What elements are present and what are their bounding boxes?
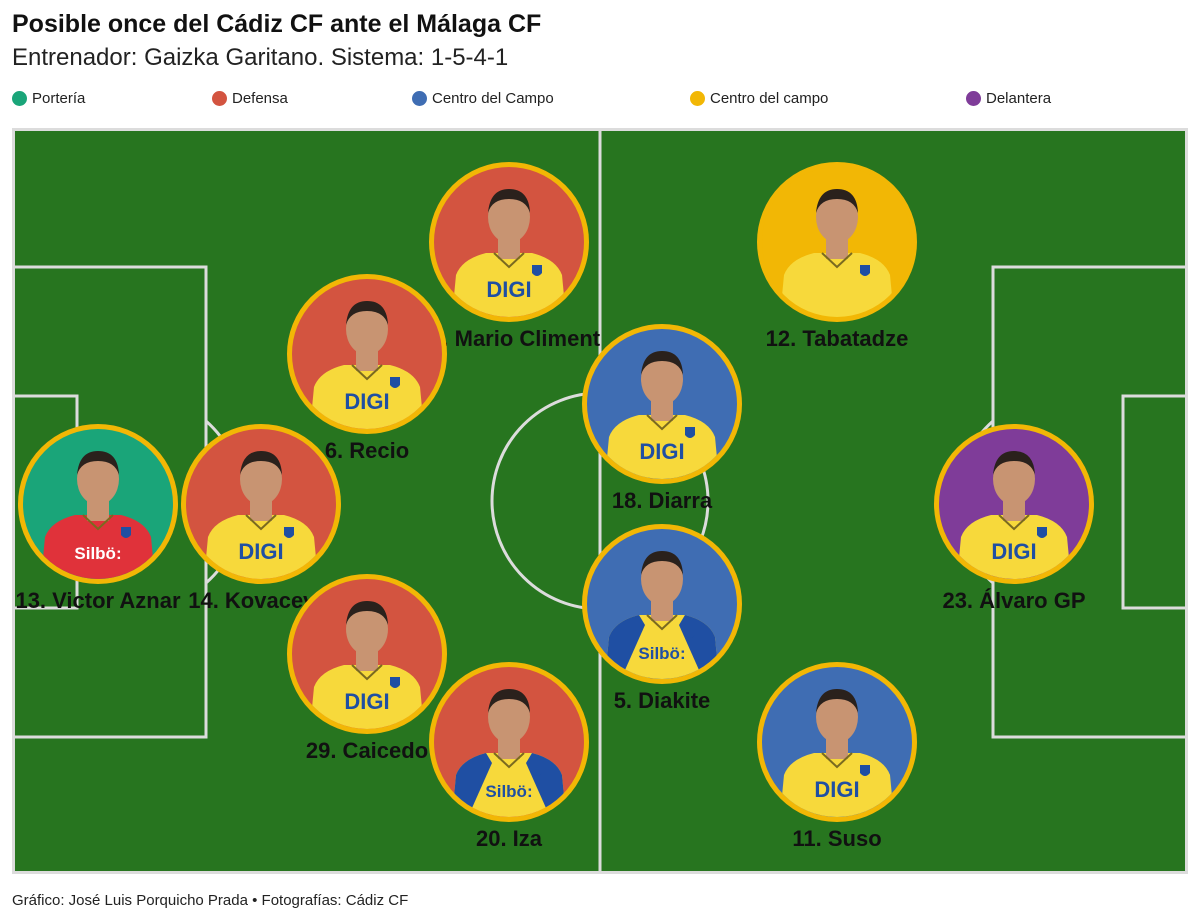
shirt-shape (780, 253, 894, 317)
player-name: 13. Victor Aznar (15, 588, 181, 613)
legend-item-delantera: Delantera (966, 90, 1051, 107)
footer-credit: Gráfico: José Luis Porquicho Prada • Fot… (12, 892, 409, 909)
player-avatar-icon: Silbö: (41, 451, 155, 579)
legend-item-centro-del-campo-2: Centro del campo (690, 90, 828, 107)
legend-item-defensa: Defensa (212, 90, 288, 107)
shirt-sponsor: Silbö: (485, 782, 532, 801)
player-name: 21. Mario Climent (417, 326, 601, 351)
player-name: 18. Diarra (611, 488, 713, 513)
player-avatar-icon: DIGI (310, 301, 424, 429)
player-photo (757, 162, 917, 322)
player-name: 23. Álvaro GP (942, 588, 1086, 613)
player-avatar-icon: DIGI (204, 451, 318, 579)
player-name: 11. Suso (792, 826, 882, 851)
player-avatar-icon: DIGI (957, 451, 1071, 579)
shirt-sponsor: DIGI (814, 777, 859, 802)
legend-item-porteria: Portería (12, 90, 85, 107)
player-name: 29. Caicedo (305, 738, 429, 763)
player-avatar-icon: Silbö: (605, 551, 719, 679)
legend-item-centro-del-campo: Centro del Campo (412, 90, 554, 107)
shirt-sponsor: DIGI (344, 689, 389, 714)
legend-label: Centro del Campo (432, 90, 554, 107)
player-photo: Silbö: (18, 424, 178, 584)
shirt-sponsor: DIGI (639, 439, 684, 464)
shirt-sponsor: DIGI (344, 389, 389, 414)
legend-dot-centro-del-campo (412, 91, 427, 106)
player-name: 12. Tabatadze (765, 326, 909, 351)
player-photo: Silbö: (582, 524, 742, 684)
player-avatar-icon: DIGI (780, 689, 894, 817)
legend-label: Defensa (232, 90, 288, 107)
legend: Portería Defensa Centro del Campo Centro… (12, 90, 1192, 112)
player-photo: DIGI (287, 574, 447, 734)
player-avatar-icon: Silbö: (452, 689, 566, 817)
legend-dot-delantera (966, 91, 981, 106)
football-pitch: DIGI 21. Mario Climent 12. Tabatadze DIG… (12, 128, 1188, 874)
player-photo: Silbö: (429, 662, 589, 822)
shirt-sponsor: Silbö: (638, 644, 685, 663)
legend-label: Portería (32, 90, 86, 107)
legend-label: Delantera (986, 90, 1052, 107)
shirt-sponsor: DIGI (486, 277, 531, 302)
legend-dot-porteria (12, 91, 27, 106)
legend-dot-defensa (212, 91, 227, 106)
shirt-sponsor: Silbö: (74, 544, 121, 563)
player-photo: DIGI (934, 424, 1094, 584)
player-avatar-icon: DIGI (452, 189, 566, 317)
player-name: 5. Diakite (613, 688, 711, 713)
right-goal-area (1121, 394, 1185, 610)
legend-label: Centro del campo (710, 90, 829, 107)
player-name: 20. Iza (475, 826, 543, 851)
player-avatar-icon: DIGI (310, 601, 424, 729)
shirt-sponsor: DIGI (991, 539, 1036, 564)
player-photo: DIGI (287, 274, 447, 434)
player-photo: DIGI (582, 324, 742, 484)
player-photo: DIGI (181, 424, 341, 584)
page-title: Posible once del Cádiz CF ante el Málaga… (12, 10, 542, 38)
player-avatar-icon (780, 189, 894, 317)
legend-dot-centro-del-campo-2 (690, 91, 705, 106)
shirt-sponsor: DIGI (238, 539, 283, 564)
player-photo: DIGI (757, 662, 917, 822)
player-photo: DIGI (429, 162, 589, 322)
player-name: 6. Recio (324, 438, 410, 463)
player-avatar-icon: DIGI (605, 351, 719, 479)
page-subtitle: Entrenador: Gaizka Garitano. Sistema: 1-… (12, 44, 509, 71)
